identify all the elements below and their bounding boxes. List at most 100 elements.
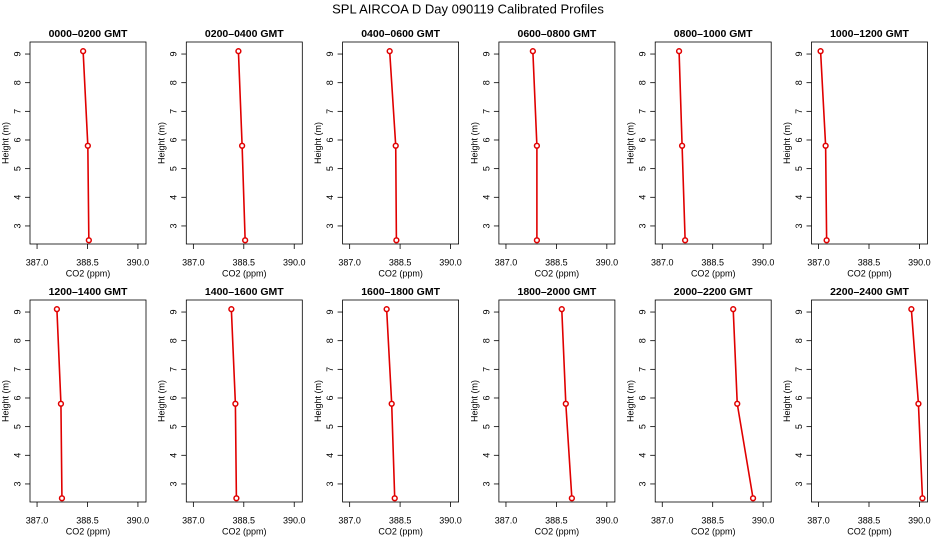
y-axis-label: Height (m) xyxy=(782,380,792,422)
point xyxy=(58,495,66,502)
panel-title: 2000–2200 GMT xyxy=(674,286,753,298)
x-tick-label: 388.5 xyxy=(701,515,724,525)
plot-frame xyxy=(654,299,772,503)
x-tick-label: 390.0 xyxy=(283,515,306,525)
x-axis-label: CO2 (ppm) xyxy=(847,268,892,278)
x-tick-label: 388.5 xyxy=(233,515,256,525)
y-tick-label: 5 xyxy=(481,424,491,429)
y-tick-label: 8 xyxy=(169,80,179,85)
y-tick-label: 4 xyxy=(12,195,22,200)
panel-title: 1600–1800 GMT xyxy=(361,286,440,298)
y-tick-label: 4 xyxy=(481,195,491,200)
y-tick-label: 8 xyxy=(12,338,22,343)
x-tick-label: 390.0 xyxy=(127,257,150,267)
y-tick-label: 3 xyxy=(481,223,491,228)
x-tick-label: 388.5 xyxy=(858,257,881,267)
point xyxy=(391,495,398,502)
y-tick-label: 5 xyxy=(12,424,22,429)
y-tick-label: 6 xyxy=(481,137,491,142)
x-axis-label: CO2 (ppm) xyxy=(535,526,580,536)
point xyxy=(235,48,242,55)
y-tick-label: 7 xyxy=(325,109,335,114)
plot-frame xyxy=(29,41,147,245)
x-tick-label: 388.5 xyxy=(233,257,256,267)
x-tick-label: 387.0 xyxy=(338,515,361,525)
y-axis-label: Height (m) xyxy=(626,380,636,422)
y-tick-label: 6 xyxy=(794,137,804,142)
y-tick-label: 8 xyxy=(481,338,491,343)
y-tick-label: 9 xyxy=(169,52,179,57)
point xyxy=(386,48,393,55)
y-tick-label: 9 xyxy=(325,52,335,57)
y-tick-label: 7 xyxy=(325,367,335,372)
y-tick-label: 9 xyxy=(638,310,648,315)
plot-frame xyxy=(342,41,460,245)
point xyxy=(908,306,915,313)
x-tick-label: 390.0 xyxy=(908,257,931,267)
point xyxy=(568,495,576,502)
y-tick-label: 4 xyxy=(638,195,648,200)
point xyxy=(238,142,246,149)
y-tick-label: 3 xyxy=(638,481,648,486)
y-tick-label: 6 xyxy=(794,395,804,400)
x-tick-label: 388.5 xyxy=(76,515,99,525)
y-axis-label: Height (m) xyxy=(782,122,792,164)
panel-title: 1000–1200 GMT xyxy=(830,28,909,40)
y-tick-label: 9 xyxy=(12,52,22,57)
x-tick-label: 390.0 xyxy=(439,257,462,267)
point xyxy=(823,237,830,244)
point xyxy=(392,142,399,149)
panel-title: 2200–2400 GMT xyxy=(830,286,909,298)
y-tick-label: 8 xyxy=(12,80,22,85)
point xyxy=(383,306,390,313)
y-tick-label: 3 xyxy=(12,223,22,228)
x-tick-label: 388.5 xyxy=(701,257,724,267)
x-tick-label: 388.5 xyxy=(545,515,568,525)
y-tick-label: 5 xyxy=(12,166,22,171)
plot-frame xyxy=(811,299,928,503)
x-tick-label: 390.0 xyxy=(596,257,619,267)
y-tick-label: 3 xyxy=(481,481,491,486)
x-tick-label: 390.0 xyxy=(596,515,619,525)
point xyxy=(388,400,395,407)
point xyxy=(393,237,400,244)
point xyxy=(919,495,926,502)
x-axis-label: CO2 (ppm) xyxy=(66,268,111,278)
y-tick-label: 8 xyxy=(794,80,804,85)
y-tick-label: 6 xyxy=(638,395,648,400)
x-tick-label: 390.0 xyxy=(439,515,462,525)
x-tick-label: 387.0 xyxy=(807,257,830,267)
y-tick-label: 7 xyxy=(794,109,804,114)
y-tick-label: 7 xyxy=(12,367,22,372)
y-tick-label: 4 xyxy=(325,195,335,200)
point xyxy=(734,400,741,407)
y-tick-label: 6 xyxy=(12,395,22,400)
point xyxy=(57,400,65,407)
y-axis-label: Height (m) xyxy=(157,122,167,164)
y-tick-label: 5 xyxy=(794,166,804,171)
plot-frame xyxy=(29,299,147,503)
y-tick-label: 4 xyxy=(169,195,179,200)
x-axis-label: CO2 (ppm) xyxy=(847,526,892,536)
y-tick-label: 9 xyxy=(794,52,804,57)
panel-title: 0600–0800 GMT xyxy=(517,28,596,40)
x-tick-label: 388.5 xyxy=(76,257,99,267)
x-tick-label: 387.0 xyxy=(495,257,518,267)
x-tick-label: 387.0 xyxy=(651,515,674,525)
main-title: SPL AIRCOA D Day 090119 Calibrated Profi… xyxy=(332,1,604,16)
point xyxy=(533,142,541,149)
point xyxy=(730,306,737,313)
y-tick-label: 5 xyxy=(169,166,179,171)
x-axis-label: CO2 (ppm) xyxy=(66,526,111,536)
x-tick-label: 388.5 xyxy=(389,257,412,267)
y-tick-label: 5 xyxy=(481,166,491,171)
plot-frame xyxy=(498,41,616,245)
y-tick-label: 9 xyxy=(169,310,179,315)
panel-title: 0000–0200 GMT xyxy=(49,28,128,40)
x-tick-label: 387.0 xyxy=(651,257,674,267)
y-tick-label: 6 xyxy=(12,137,22,142)
point xyxy=(817,48,824,55)
point xyxy=(228,306,235,313)
y-axis-label: Height (m) xyxy=(0,122,10,164)
